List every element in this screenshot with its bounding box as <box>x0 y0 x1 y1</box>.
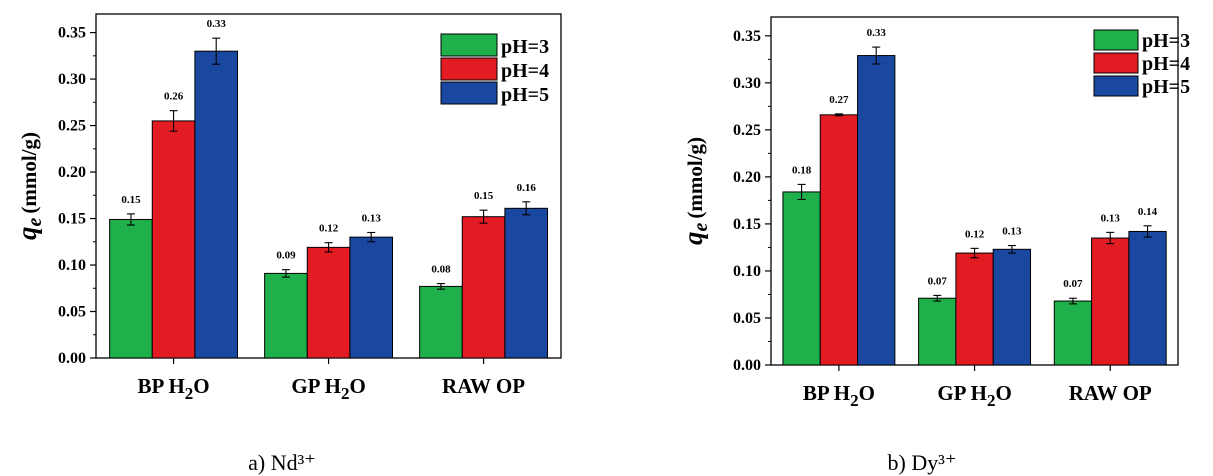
bar-pH4-1 <box>306 246 351 359</box>
bar-pH5-1 <box>349 236 394 359</box>
bar-pH3-0 <box>782 191 821 366</box>
y-tick-label: 0.10 <box>733 263 761 280</box>
bar-pH3-2 <box>1053 300 1093 366</box>
bar-pH4-2 <box>461 216 506 359</box>
data-label: 0.12 <box>319 223 339 235</box>
bar-pH5-0 <box>857 55 896 366</box>
y-tick-label: 0.10 <box>58 257 86 274</box>
category-main: BP H <box>138 374 185 398</box>
y-label-unit: (mmol/g) <box>17 132 41 214</box>
legend: pH=3pH=4pH=5 <box>1093 29 1190 98</box>
y-tick-label: 0.05 <box>733 310 761 327</box>
data-label: 0.13 <box>1002 226 1022 238</box>
legend-label: pH=3 <box>1142 30 1190 52</box>
data-label: 0.15 <box>474 190 494 202</box>
category-main: GP H <box>291 374 341 398</box>
legend-swatch-pH4 <box>440 57 498 81</box>
x-category-label: GP H2O <box>291 374 365 403</box>
y-tick-label: 0.15 <box>58 211 86 228</box>
data-label: 0.08 <box>431 264 451 276</box>
bar-pH5-2 <box>504 207 549 359</box>
bar-pH5-1 <box>992 248 1032 366</box>
bar-pH5-0 <box>194 50 239 359</box>
bar-pH4-2 <box>1091 237 1130 366</box>
category-tail: O <box>193 374 209 398</box>
bar-pH5-2 <box>1128 230 1167 366</box>
y-label-subscript: e <box>24 218 46 227</box>
data-label: 0.07 <box>928 275 948 287</box>
y-tick-label: 0.15 <box>733 216 761 233</box>
category-subscript: 2 <box>987 391 996 410</box>
y-tick-label: 0.25 <box>733 122 761 139</box>
y-tick-label: 0.35 <box>733 28 761 45</box>
chart-panel-dy: 0.00 0.05 0.10 0.15 0.20 0.25 0.30 0.35 qe (mmol/… <box>678 16 1190 475</box>
y-label-q: q <box>678 232 708 246</box>
data-label: 0.33 <box>867 27 887 39</box>
category-subscript: 2 <box>850 391 859 410</box>
data-label: 0.16 <box>517 182 537 194</box>
y-tick-label: 0.00 <box>733 357 761 374</box>
chart-panel-nd: 0.00 0.05 0.10 0.15 0.20 0.25 0.30 0.35 qe (mmol/… <box>12 13 562 475</box>
x-category-label: GP H2O <box>937 381 1011 410</box>
legend-swatch-pH3 <box>1093 29 1139 51</box>
panel-caption: a) Nd³⁺ <box>248 450 316 475</box>
bar-pH3-0 <box>109 218 153 359</box>
bar-pH4-0 <box>819 114 859 366</box>
y-tick-label: 0.35 <box>58 25 86 42</box>
category-main: BP H <box>803 381 850 405</box>
legend-label: pH=5 <box>1142 76 1190 98</box>
bar-pH4-0 <box>151 120 196 359</box>
legend-swatch-pH4 <box>1093 52 1139 74</box>
legend-label: pH=3 <box>501 36 549 58</box>
legend-label: pH=4 <box>1142 53 1190 75</box>
category-main: GP H <box>937 381 987 405</box>
data-label: 0.13 <box>362 212 382 224</box>
bar-pH3-1 <box>918 297 957 366</box>
y-tick-label: 0.25 <box>58 118 86 135</box>
legend-swatch-pH5 <box>1093 75 1139 97</box>
panel-caption: b) Dy³⁺ <box>888 450 957 475</box>
y-tick-label: 0.05 <box>58 304 86 321</box>
data-label: 0.14 <box>1138 206 1158 218</box>
legend-swatch-pH3 <box>440 33 498 57</box>
legend: pH=3pH=4pH=5 <box>440 33 549 106</box>
y-tick-label: 0.30 <box>733 75 761 92</box>
data-label: 0.18 <box>792 164 812 176</box>
y-label-subscript: e <box>690 223 712 232</box>
y-label-q: q <box>12 227 42 241</box>
y-tick-label: 0.00 <box>58 350 86 367</box>
data-label: 0.13 <box>1101 212 1121 224</box>
y-tick-label: 0.20 <box>733 169 761 186</box>
data-label: 0.33 <box>207 18 227 30</box>
category-main: RAW OP <box>442 374 525 398</box>
bar-pH3-1 <box>264 272 308 359</box>
data-label: 0.26 <box>164 91 184 103</box>
category-tail: O <box>349 374 365 398</box>
legend-label: pH=4 <box>501 60 549 82</box>
category-tail: O <box>859 381 875 405</box>
bar-pH3-2 <box>419 285 463 359</box>
x-category-label: BP H2O <box>138 374 210 403</box>
y-label-unit: (mmol/g) <box>683 137 707 219</box>
bar-pH4-1 <box>955 252 994 366</box>
legend-label: pH=5 <box>501 84 549 106</box>
data-label: 0.12 <box>965 228 985 240</box>
data-label: 0.07 <box>1063 278 1083 290</box>
data-label: 0.27 <box>829 94 849 106</box>
x-category-label: RAW OP <box>442 374 525 398</box>
legend-swatch-pH5 <box>440 81 498 105</box>
category-subscript: 2 <box>341 384 350 403</box>
data-label: 0.09 <box>276 250 296 262</box>
x-category-label: BP H2O <box>803 381 875 410</box>
y-tick-label: 0.30 <box>58 71 86 88</box>
y-axis-label: qe (mmol/g) <box>678 137 712 245</box>
category-subscript: 2 <box>185 384 194 403</box>
x-category-label: RAW OP <box>1069 381 1152 405</box>
data-label: 0.15 <box>121 194 141 206</box>
category-main: RAW OP <box>1069 381 1152 405</box>
y-axis-label: qe (mmol/g) <box>12 132 46 240</box>
category-tail: O <box>995 381 1011 405</box>
y-tick-label: 0.20 <box>58 164 86 181</box>
